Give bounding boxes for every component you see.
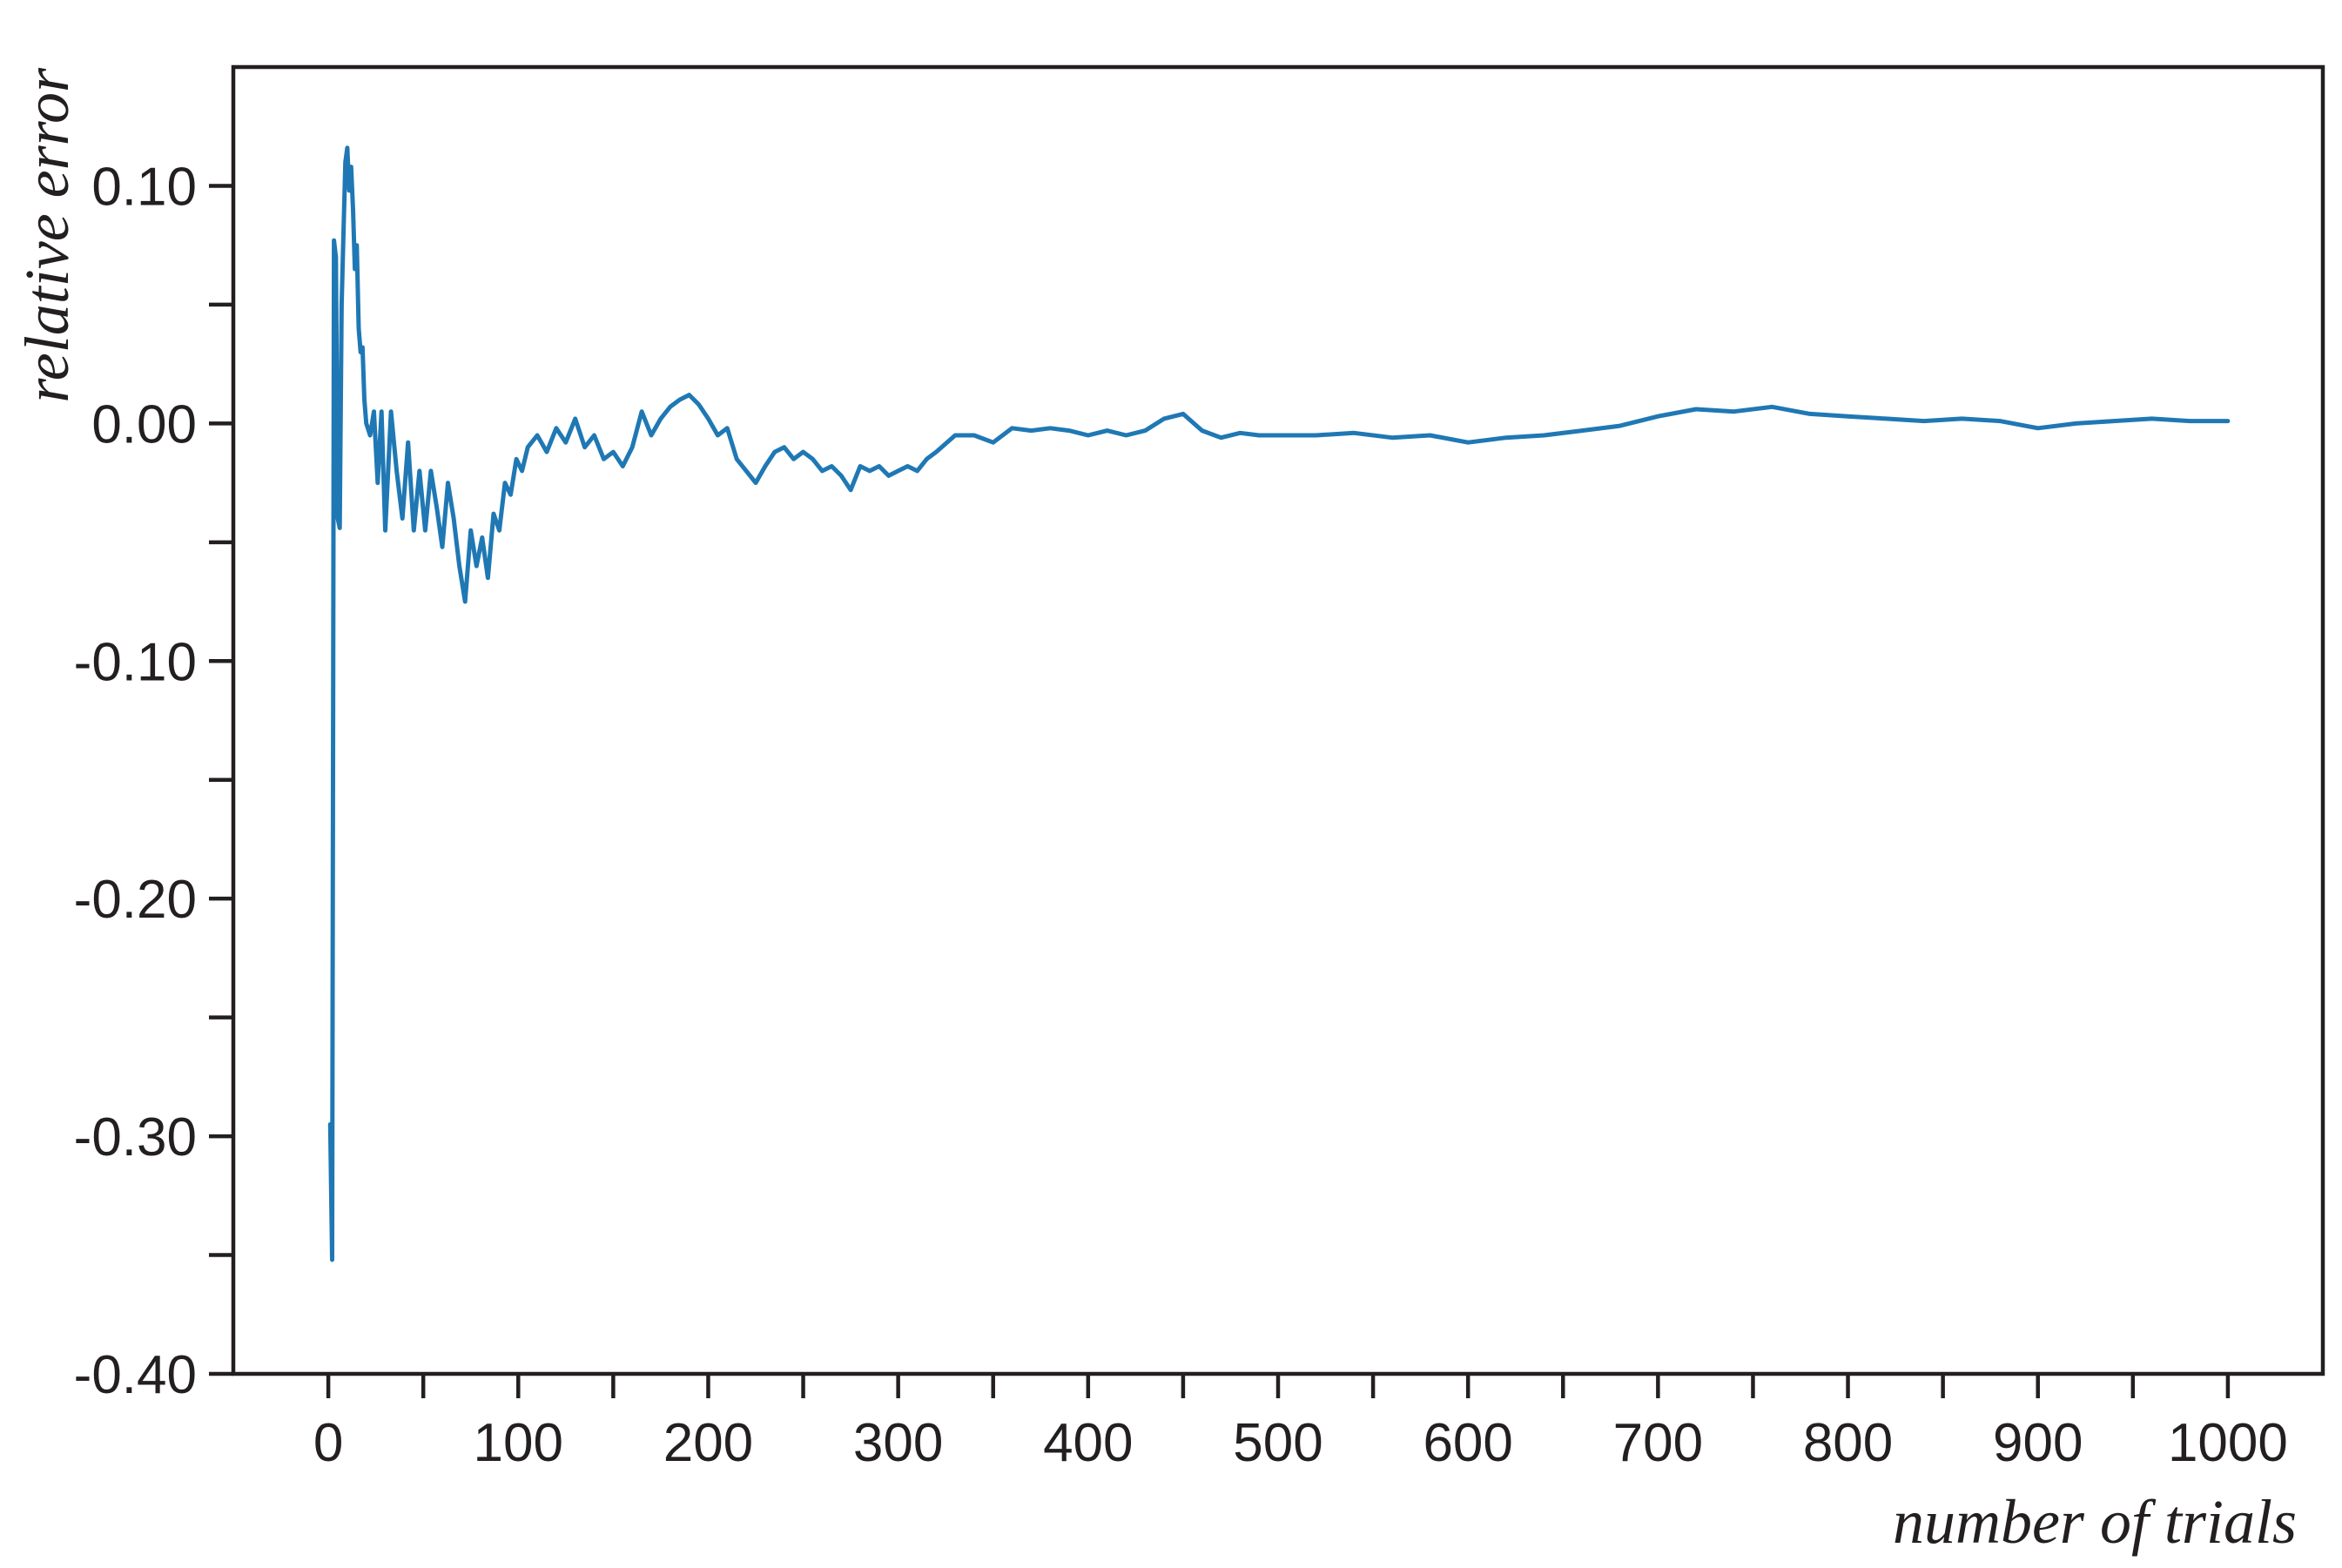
y-tick-label: -0.40 <box>74 1345 197 1405</box>
series-line <box>327 145 2231 1262</box>
y-tick-label: 0.00 <box>91 394 197 454</box>
x-tick-label: 400 <box>1043 1413 1133 1473</box>
x-tick-label: 300 <box>853 1413 943 1473</box>
x-tick-label: 500 <box>1233 1413 1322 1473</box>
x-tick-label: 900 <box>1993 1413 2083 1473</box>
x-tick-label: 100 <box>474 1413 563 1473</box>
x-tick-label: 1000 <box>2168 1413 2288 1473</box>
x-axis-ticks: 0 100 200 300 400 500 600 700 800 900 1000 <box>313 1374 2288 1473</box>
plot-frame <box>231 64 2325 1376</box>
y-tick-label: -0.30 <box>74 1107 197 1168</box>
y-axis-ticks: 0.10 0.00 -0.10 -0.20 -0.30 -0.40 <box>74 157 233 1405</box>
y-tick-label: -0.20 <box>74 870 197 930</box>
x-tick-label: 700 <box>1613 1413 1703 1473</box>
x-tick-label: 200 <box>663 1413 753 1473</box>
x-tick-label: 0 <box>313 1413 343 1473</box>
x-tick-label: 600 <box>1423 1413 1512 1473</box>
x-axis-title: number of trials <box>1893 1487 2297 1557</box>
y-axis-title: relative error <box>12 67 82 403</box>
y-tick-label: 0.10 <box>91 157 197 217</box>
x-tick-label: 800 <box>1803 1413 1893 1473</box>
y-tick-label: -0.10 <box>74 632 197 692</box>
